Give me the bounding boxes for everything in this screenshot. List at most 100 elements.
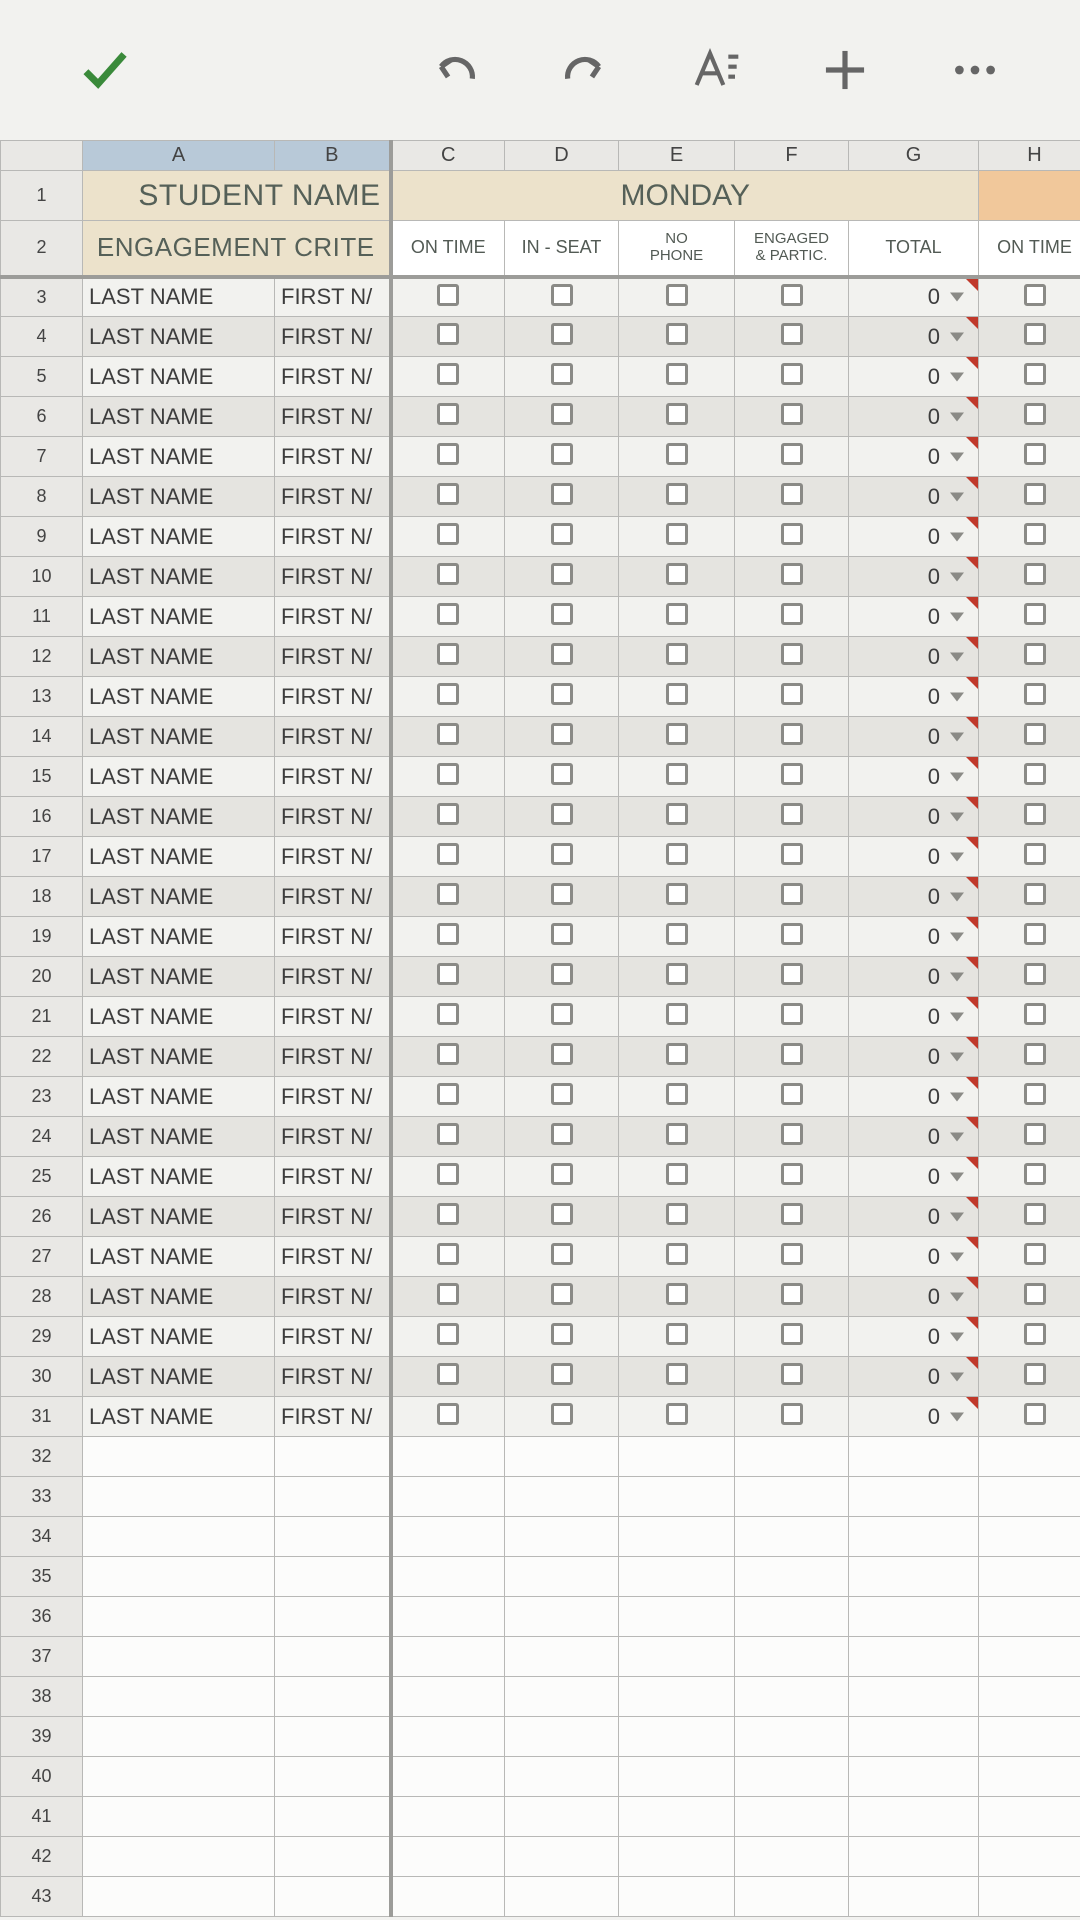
cell-checkbox[interactable] bbox=[391, 757, 505, 797]
row-header[interactable]: 9 bbox=[1, 517, 83, 557]
cell-checkbox[interactable] bbox=[735, 797, 849, 837]
cell-last-name[interactable]: LAST NAME bbox=[83, 557, 275, 597]
cell-total[interactable]: 0 bbox=[849, 357, 979, 397]
dropdown-arrow-icon[interactable] bbox=[950, 1332, 964, 1341]
checkbox-icon[interactable] bbox=[781, 643, 803, 665]
cell-checkbox[interactable] bbox=[391, 517, 505, 557]
empty-cell[interactable] bbox=[275, 1637, 391, 1677]
checkbox-icon[interactable] bbox=[437, 1123, 459, 1145]
cell-first-name[interactable]: FIRST N/ bbox=[275, 1397, 391, 1437]
row-header[interactable]: 11 bbox=[1, 597, 83, 637]
cell-total[interactable]: 0 bbox=[849, 1237, 979, 1277]
checkbox-icon[interactable] bbox=[437, 963, 459, 985]
dropdown-arrow-icon[interactable] bbox=[950, 732, 964, 741]
row-header[interactable]: 23 bbox=[1, 1077, 83, 1117]
checkbox-icon[interactable] bbox=[551, 723, 573, 745]
checkbox-icon[interactable] bbox=[781, 883, 803, 905]
cell-checkbox[interactable] bbox=[505, 277, 619, 317]
checkbox-icon[interactable] bbox=[551, 1003, 573, 1025]
cell-first-name[interactable]: FIRST N/ bbox=[275, 757, 391, 797]
checkbox-icon[interactable] bbox=[666, 1043, 688, 1065]
cell-checkbox[interactable] bbox=[619, 357, 735, 397]
subheader[interactable]: NOPHONE bbox=[619, 221, 735, 277]
cell-checkbox[interactable] bbox=[735, 517, 849, 557]
checkbox-icon[interactable] bbox=[666, 1283, 688, 1305]
cell-checkbox[interactable] bbox=[735, 1157, 849, 1197]
cell-checkbox[interactable] bbox=[391, 317, 505, 357]
cell-checkbox[interactable] bbox=[505, 357, 619, 397]
checkbox-icon[interactable] bbox=[666, 1003, 688, 1025]
dropdown-arrow-icon[interactable] bbox=[950, 293, 964, 302]
cell-checkbox[interactable] bbox=[505, 1317, 619, 1357]
cell-checkbox[interactable] bbox=[391, 557, 505, 597]
cell-last-name[interactable]: LAST NAME bbox=[83, 1237, 275, 1277]
cell-checkbox[interactable] bbox=[505, 557, 619, 597]
cell-checkbox[interactable] bbox=[391, 397, 505, 437]
cell-first-name[interactable]: FIRST N/ bbox=[275, 317, 391, 357]
column-header-G[interactable]: G bbox=[849, 141, 979, 171]
checkbox-icon[interactable] bbox=[551, 963, 573, 985]
cell-checkbox[interactable] bbox=[735, 1317, 849, 1357]
cell-checkbox[interactable] bbox=[391, 637, 505, 677]
checkbox-icon[interactable] bbox=[1024, 403, 1046, 425]
checkbox-icon[interactable] bbox=[551, 323, 573, 345]
checkbox-icon[interactable] bbox=[551, 1363, 573, 1385]
cell-checkbox[interactable] bbox=[619, 677, 735, 717]
empty-cell[interactable] bbox=[391, 1477, 505, 1517]
checkbox-icon[interactable] bbox=[551, 1243, 573, 1265]
dropdown-arrow-icon[interactable] bbox=[950, 1092, 964, 1101]
cell-checkbox[interactable] bbox=[735, 1197, 849, 1237]
cell-checkbox[interactable] bbox=[505, 637, 619, 677]
checkbox-icon[interactable] bbox=[551, 803, 573, 825]
empty-cell[interactable] bbox=[391, 1557, 505, 1597]
empty-cell[interactable] bbox=[275, 1677, 391, 1717]
empty-cell[interactable] bbox=[979, 1637, 1080, 1677]
checkbox-icon[interactable] bbox=[437, 483, 459, 505]
dropdown-arrow-icon[interactable] bbox=[950, 852, 964, 861]
cell-checkbox[interactable] bbox=[619, 1037, 735, 1077]
dropdown-arrow-icon[interactable] bbox=[950, 332, 964, 341]
checkbox-icon[interactable] bbox=[551, 443, 573, 465]
cell-first-name[interactable]: FIRST N/ bbox=[275, 477, 391, 517]
empty-cell[interactable] bbox=[849, 1637, 979, 1677]
empty-cell[interactable] bbox=[275, 1437, 391, 1477]
cell-checkbox[interactable] bbox=[391, 997, 505, 1037]
checkbox-icon[interactable] bbox=[781, 363, 803, 385]
cell-checkbox[interactable] bbox=[505, 877, 619, 917]
dropdown-arrow-icon[interactable] bbox=[950, 1212, 964, 1221]
cell-last-name[interactable]: LAST NAME bbox=[83, 1277, 275, 1317]
checkbox-icon[interactable] bbox=[781, 1123, 803, 1145]
cell-last-name[interactable]: LAST NAME bbox=[83, 1077, 275, 1117]
cell-checkbox[interactable] bbox=[505, 1037, 619, 1077]
cell-total[interactable]: 0 bbox=[849, 477, 979, 517]
checkbox-icon[interactable] bbox=[1024, 803, 1046, 825]
cell-first-name[interactable]: FIRST N/ bbox=[275, 1197, 391, 1237]
subheader[interactable]: ON TIME bbox=[391, 221, 505, 277]
cell-last-name[interactable]: LAST NAME bbox=[83, 1157, 275, 1197]
confirm-button[interactable] bbox=[65, 30, 145, 110]
cell-checkbox[interactable] bbox=[619, 1397, 735, 1437]
spreadsheet[interactable]: ABCDEFGH1STUDENT NAMEMONDAY2ENGAGEMENT C… bbox=[0, 140, 1080, 1917]
cell-total[interactable]: 0 bbox=[849, 717, 979, 757]
empty-cell[interactable] bbox=[979, 1677, 1080, 1717]
checkbox-icon[interactable] bbox=[781, 763, 803, 785]
row-header[interactable]: 31 bbox=[1, 1397, 83, 1437]
empty-cell[interactable] bbox=[391, 1517, 505, 1557]
cell-last-name[interactable]: LAST NAME bbox=[83, 837, 275, 877]
cell-checkbox[interactable] bbox=[735, 1277, 849, 1317]
row-header[interactable]: 28 bbox=[1, 1277, 83, 1317]
cell-checkbox[interactable] bbox=[735, 757, 849, 797]
checkbox-icon[interactable] bbox=[666, 1123, 688, 1145]
empty-cell[interactable] bbox=[979, 1557, 1080, 1597]
checkbox-icon[interactable] bbox=[781, 963, 803, 985]
cell-last-name[interactable]: LAST NAME bbox=[83, 1117, 275, 1157]
empty-cell[interactable] bbox=[391, 1717, 505, 1757]
dropdown-arrow-icon[interactable] bbox=[950, 1372, 964, 1381]
empty-cell[interactable] bbox=[391, 1837, 505, 1877]
checkbox-icon[interactable] bbox=[1024, 284, 1046, 306]
empty-cell[interactable] bbox=[275, 1557, 391, 1597]
cell-checkbox[interactable] bbox=[735, 837, 849, 877]
empty-cell[interactable] bbox=[849, 1437, 979, 1477]
cell-checkbox[interactable] bbox=[619, 437, 735, 477]
cell-first-name[interactable]: FIRST N/ bbox=[275, 917, 391, 957]
